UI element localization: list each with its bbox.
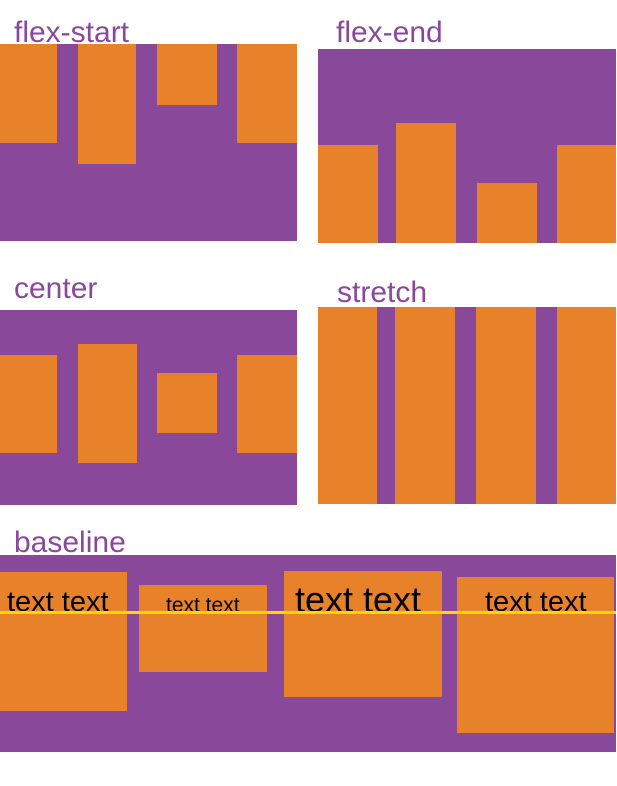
flex-container-center: [0, 310, 297, 505]
flex-item: [237, 44, 297, 143]
flex-item: [476, 307, 536, 504]
panel-label-baseline: baseline: [14, 526, 126, 559]
flex-item: [318, 307, 377, 504]
flex-item: [477, 183, 537, 243]
panel-label-stretch: stretch: [337, 276, 428, 309]
baseline-flex-item: text text: [284, 571, 442, 697]
flex-item: [237, 355, 297, 453]
flex-item: [318, 145, 378, 243]
flex-item: [78, 344, 137, 463]
flex-item: [0, 355, 57, 453]
flex-item: [557, 307, 616, 504]
flex-item: [395, 307, 455, 504]
flex-container-flex-end: [318, 49, 616, 243]
baseline-flex-item: text text: [457, 577, 614, 733]
panel-label-flex-end: flex-end: [336, 16, 443, 49]
panel-label-center: center: [14, 272, 98, 305]
flex-item: [396, 123, 456, 243]
baseline-line: [0, 611, 616, 614]
flex-item: [157, 373, 217, 433]
flex-item: [0, 44, 57, 143]
baseline-flex-item: text text: [139, 585, 267, 672]
flex-container-flex-start: [0, 44, 297, 241]
panel-label-flex-start: flex-start: [14, 16, 130, 49]
flex-container-baseline: text text text text text text text text: [0, 555, 616, 752]
baseline-item-text: text text: [166, 594, 240, 617]
flex-container-stretch: [318, 307, 616, 504]
flex-item: [157, 44, 217, 105]
flex-item: [78, 44, 136, 164]
baseline-flex-item: text text: [0, 572, 127, 711]
flex-item: [557, 145, 616, 243]
